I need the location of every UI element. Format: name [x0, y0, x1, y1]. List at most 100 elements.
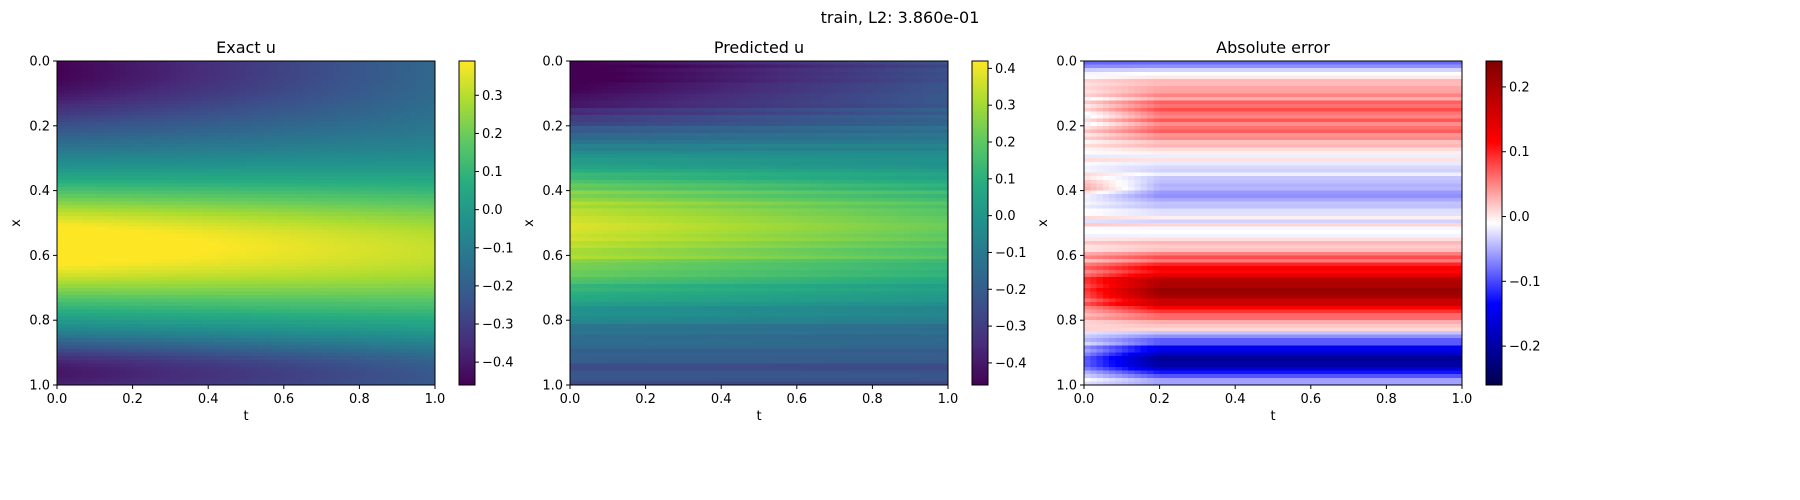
heatmap-cell [214, 97, 222, 102]
heatmap-cell [340, 230, 348, 235]
heatmap-cell [151, 75, 159, 80]
heatmap-cell [302, 251, 310, 256]
heatmap-cell [195, 341, 203, 346]
heatmap-cell [252, 338, 260, 343]
heatmap-cell [271, 273, 279, 278]
heatmap-cell [409, 183, 417, 188]
heatmap-cell [353, 331, 360, 336]
heatmap-cell [340, 201, 348, 206]
heatmap-cell [75, 313, 83, 318]
heatmap-cell [63, 169, 71, 174]
heatmap-cell [372, 71, 379, 76]
heatmap-cell [189, 107, 197, 112]
heatmap-cell [296, 68, 304, 73]
heatmap-cell [365, 190, 373, 195]
heatmap-cell [107, 273, 115, 278]
heatmap-cell [258, 241, 266, 246]
heatmap-cell [327, 295, 335, 300]
heatmap-cell [195, 125, 203, 130]
heatmap-cell [195, 111, 203, 116]
heatmap-cell [183, 75, 190, 80]
heatmap-cell [252, 331, 260, 336]
heatmap-cell [283, 280, 291, 285]
heatmap-cell [390, 201, 398, 206]
heatmap-cell [428, 118, 436, 123]
heatmap-cell [264, 215, 272, 220]
heatmap-cell [252, 154, 260, 159]
heatmap-cell [378, 251, 386, 256]
heatmap-cell [258, 147, 266, 152]
heatmap-cell [214, 352, 222, 357]
heatmap-cell [296, 71, 304, 76]
heatmap-cell [208, 111, 216, 116]
heatmap-cell [157, 284, 165, 289]
heatmap-cell [132, 327, 140, 332]
heatmap-cell [214, 86, 222, 91]
heatmap-cell [416, 269, 423, 274]
heatmap-cell [277, 107, 285, 112]
heatmap-cell [397, 349, 405, 354]
heatmap-cell [346, 187, 354, 192]
heatmap-cell [416, 176, 423, 181]
heatmap-cell [403, 298, 411, 303]
heatmap-cell [271, 349, 279, 354]
heatmap-cell [302, 143, 310, 148]
heatmap-cell [126, 327, 134, 332]
heatmap-cell [145, 61, 153, 66]
heatmap-cell [69, 248, 77, 253]
heatmap-cell [283, 107, 291, 112]
heatmap-cell [164, 313, 171, 318]
heatmap-cell [113, 248, 121, 253]
heatmap-cell [365, 169, 373, 174]
heatmap-cell [384, 169, 392, 174]
heatmap-cell [120, 302, 127, 307]
heatmap-cell [359, 237, 367, 242]
heatmap-cell [208, 125, 216, 130]
heatmap-cell [151, 269, 159, 274]
heatmap-cell [372, 298, 379, 303]
heatmap-cell [353, 309, 360, 314]
heatmap-cell [138, 143, 146, 148]
heatmap-cell [246, 154, 253, 159]
heatmap-cell [82, 280, 90, 285]
heatmap-cell [378, 115, 386, 120]
heatmap-cell [195, 136, 203, 141]
heatmap-cell [113, 338, 121, 343]
heatmap-cell [340, 75, 348, 80]
chart-panel: Exact u0.0 0.2 0.4 0.6 0.8 1.00.00.20.40.60.8… [9, 38, 514, 424]
heatmap-cell [290, 251, 297, 256]
heatmap-cell [164, 230, 171, 235]
heatmap-cell [239, 111, 247, 116]
heatmap-cell [57, 241, 64, 246]
heatmap-cell [63, 334, 71, 339]
heatmap-cell [403, 248, 411, 253]
heatmap-cell [164, 161, 171, 166]
heatmap-cell [283, 241, 291, 246]
heatmap-cell [340, 356, 348, 361]
heatmap-cell [264, 86, 272, 91]
heatmap-cell [315, 226, 323, 231]
heatmap-cell [340, 313, 348, 318]
heatmap-cell [258, 68, 266, 73]
heatmap-cell [120, 97, 127, 102]
heatmap-cell [309, 100, 316, 105]
heatmap-cell [101, 158, 108, 163]
heatmap-cell [321, 75, 329, 80]
heatmap-cell [94, 154, 102, 159]
heatmap-cell [227, 259, 234, 264]
heatmap-cell [157, 165, 165, 170]
heatmap-cell [94, 241, 102, 246]
heatmap-cell [321, 356, 329, 361]
heatmap-cell [75, 291, 83, 296]
heatmap-cell [372, 93, 379, 98]
heatmap-cell [365, 323, 373, 328]
heatmap-cell [170, 320, 178, 325]
heatmap-cell [151, 323, 159, 328]
heatmap-cell [132, 226, 140, 231]
heatmap-cell [346, 205, 354, 210]
heatmap-cell [327, 237, 335, 242]
heatmap-cell [88, 169, 96, 174]
heatmap-cell [157, 82, 165, 87]
heatmap-cell [384, 151, 392, 156]
heatmap-cell [151, 140, 159, 145]
